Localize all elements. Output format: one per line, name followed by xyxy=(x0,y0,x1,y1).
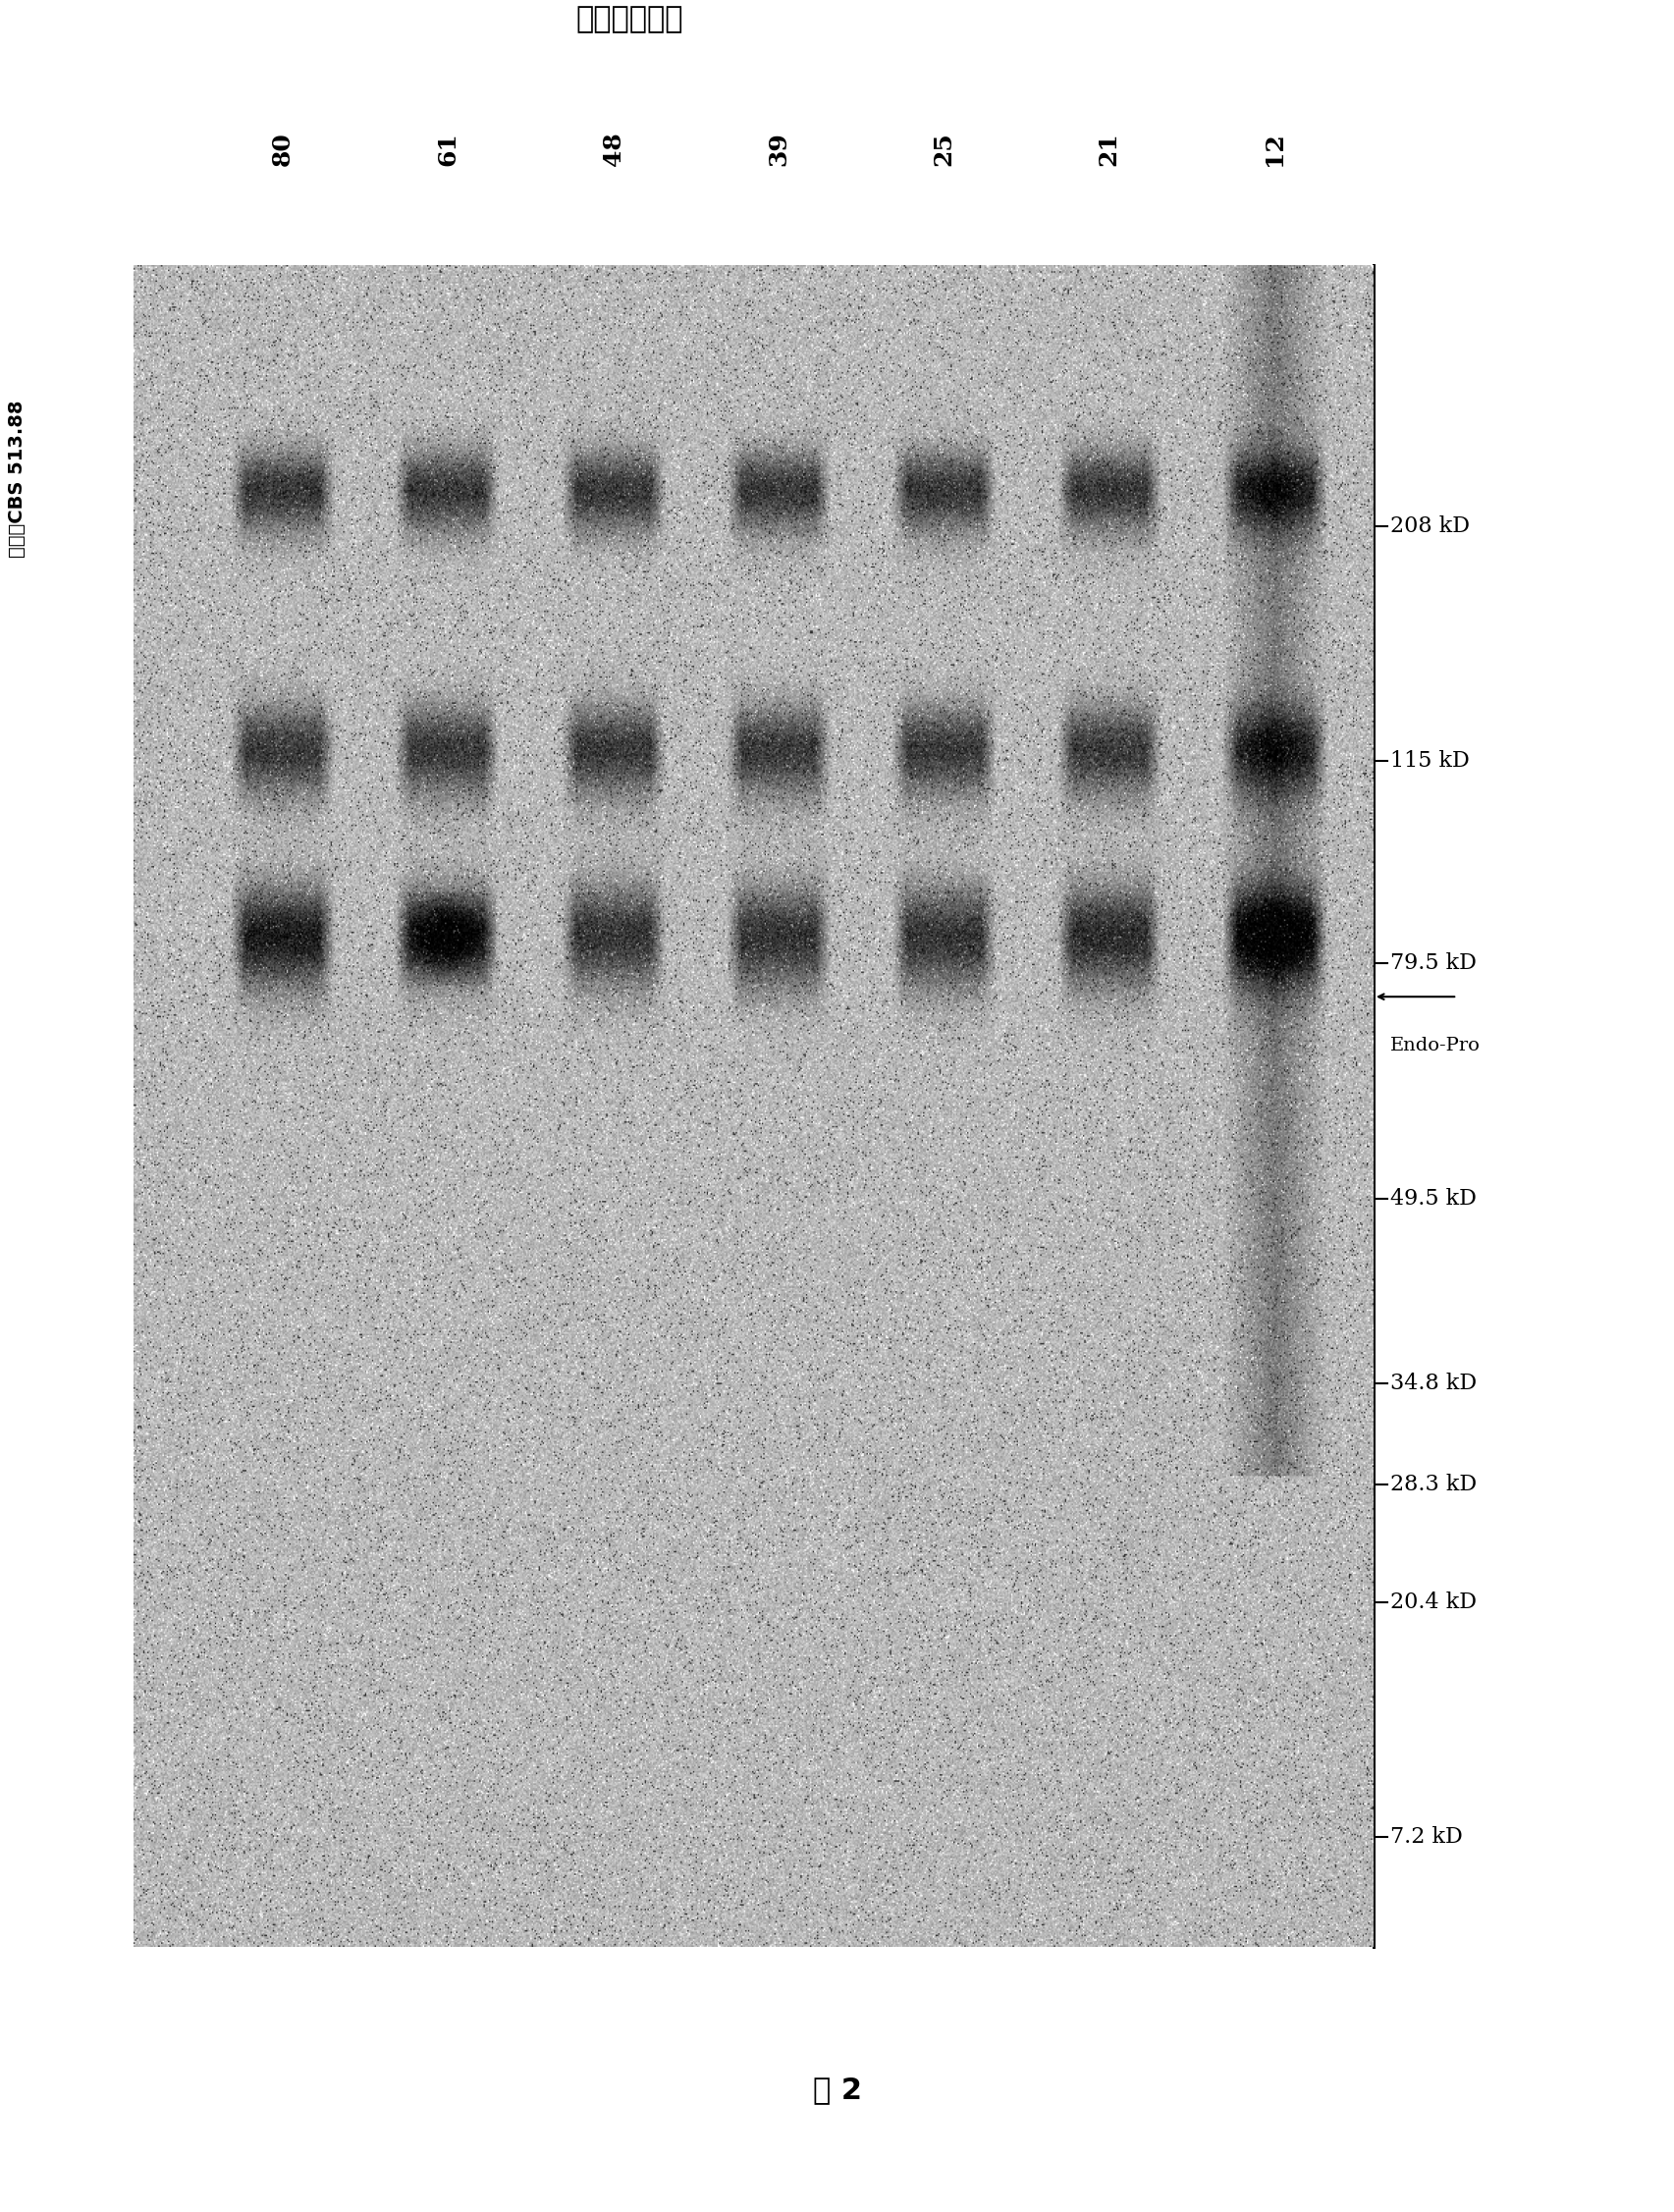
Text: 49.5 kD: 49.5 kD xyxy=(1389,1188,1476,1210)
Text: 48: 48 xyxy=(601,133,624,166)
Text: 图 2: 图 2 xyxy=(812,2077,862,2104)
Text: 34.8 kD: 34.8 kD xyxy=(1389,1374,1476,1394)
Text: 黑曲霉转化体: 黑曲霉转化体 xyxy=(576,4,683,33)
Text: 39: 39 xyxy=(767,133,790,166)
Text: 115 kD: 115 kD xyxy=(1389,750,1468,772)
Text: 28.3 kD: 28.3 kD xyxy=(1389,1473,1476,1495)
Text: 25: 25 xyxy=(931,133,956,166)
Text: 21: 21 xyxy=(1096,133,1120,166)
Text: 61: 61 xyxy=(435,133,460,166)
Text: 79.5 kD: 79.5 kD xyxy=(1389,953,1476,973)
Text: 7.2 kD: 7.2 kD xyxy=(1389,1827,1461,1847)
Text: Endo-Pro: Endo-Pro xyxy=(1389,1037,1480,1055)
Text: 80: 80 xyxy=(271,133,295,166)
Text: 20.4 kD: 20.4 kD xyxy=(1389,1590,1476,1613)
Text: 12: 12 xyxy=(1262,133,1286,166)
Text: 黑曲霉CBS 513.88: 黑曲霉CBS 513.88 xyxy=(7,400,27,557)
Text: 208 kD: 208 kD xyxy=(1389,515,1468,538)
